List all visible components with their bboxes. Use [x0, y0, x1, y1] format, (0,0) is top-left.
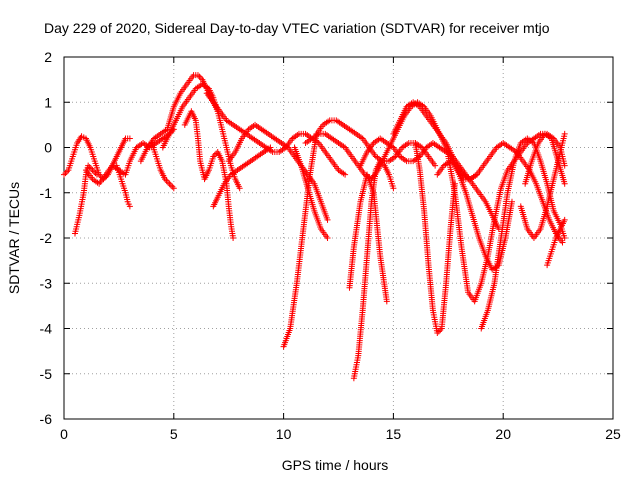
data-point-marker	[324, 235, 331, 241]
data-point-marker	[126, 203, 133, 210]
axis-ticks: 0 5 10 15 20 25 -6 -5 -4 -3 -2 -1 0 1 2	[40, 49, 621, 442]
series-track-4	[113, 162, 133, 210]
series-track-9	[203, 90, 349, 178]
y-tick-label: -4	[40, 321, 53, 337]
data-point-marker	[91, 168, 98, 175]
series-track-6	[148, 139, 177, 192]
data-point-marker	[561, 162, 568, 169]
data-point-marker	[62, 170, 69, 177]
x-tick-label: 5	[170, 426, 178, 442]
data-point-marker	[559, 239, 566, 246]
data-point-marker	[561, 216, 568, 223]
y-tick-label: -6	[40, 411, 53, 427]
data-point-marker	[88, 165, 95, 172]
series-track-24	[522, 130, 568, 187]
grid-lines	[64, 57, 613, 419]
plot-frame	[63, 56, 614, 420]
data-point-marker	[167, 182, 174, 189]
x-tick-label: 25	[605, 426, 621, 442]
data-point-marker	[93, 171, 100, 178]
y-tick-label: 0	[44, 140, 52, 156]
data-point-marker	[236, 185, 243, 192]
series-track-10	[210, 144, 274, 210]
series-track-25	[544, 216, 568, 269]
data-point-marker	[169, 183, 176, 190]
series-track-20	[434, 139, 566, 246]
data-point-marker	[383, 298, 390, 305]
x-axis-label: GPS time / hours	[282, 457, 389, 473]
data-point-marker	[230, 235, 237, 241]
series-track-3	[82, 126, 177, 187]
series-track-17	[357, 135, 502, 232]
data-point-marker	[166, 180, 173, 187]
data-point-marker	[561, 235, 568, 241]
data-point-marker	[561, 180, 568, 187]
x-tick-label: 10	[276, 426, 292, 442]
data-point-marker	[508, 198, 515, 205]
x-tick-label: 0	[60, 426, 68, 442]
data-point-marker	[126, 135, 133, 142]
data-point-marker	[342, 171, 349, 178]
chart-title: Day 229 of 2020, Sidereal Day-to-day VTE…	[44, 20, 550, 36]
series-track-16	[346, 171, 390, 305]
series-track-13	[291, 144, 331, 241]
data-point-marker	[390, 185, 397, 192]
y-axis-label: SDTVAR / TECUs	[6, 182, 22, 294]
series-track-23	[517, 130, 568, 241]
data-point-marker	[267, 144, 274, 151]
data-point-marker	[170, 185, 177, 192]
x-tick-label: 15	[386, 426, 402, 442]
y-tick-label: 1	[44, 94, 52, 110]
y-tick-label: -2	[40, 230, 53, 246]
y-tick-label: 2	[44, 49, 52, 65]
data-point-marker	[164, 179, 171, 186]
data-point-marker	[61, 171, 67, 178]
x-tick-label: 20	[495, 426, 511, 442]
data-point-marker	[561, 130, 568, 137]
data-point-marker	[324, 216, 331, 223]
data-point-marker	[432, 162, 439, 169]
series-track-11	[225, 121, 331, 223]
data-point-marker	[196, 73, 203, 80]
data-markers	[61, 72, 568, 382]
y-tick-label: -3	[40, 275, 53, 291]
y-tick-label: -5	[40, 366, 53, 382]
y-tick-label: -1	[40, 185, 53, 201]
series-track-12	[280, 117, 439, 350]
